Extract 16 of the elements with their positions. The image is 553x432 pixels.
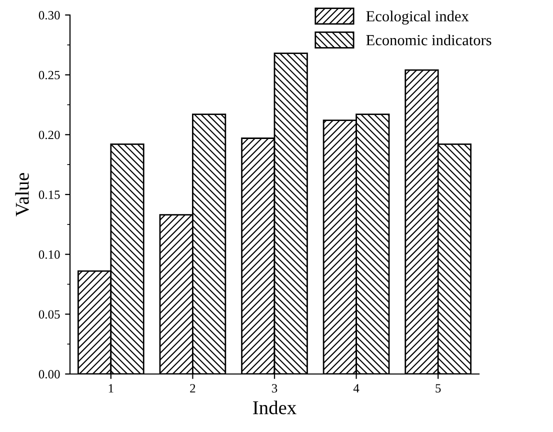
- y-axis-title: Value: [15, 173, 29, 216]
- y-tick-label: 0.25: [38, 70, 60, 80]
- y-tick-label: 0.15: [38, 190, 60, 200]
- x-tick-label: 2: [190, 384, 196, 392]
- y-tick-label: 0.05: [38, 310, 60, 319]
- y-tick-label: 0.30: [38, 11, 60, 20]
- y-tick-label: 0.10: [38, 250, 60, 259]
- x-tick-label: 1: [108, 384, 114, 392]
- x-tick-label: 3: [272, 384, 278, 393]
- x-tick-label: 4: [353, 384, 360, 392]
- legend-label: Ecological index: [366, 10, 469, 25]
- y-tick-label: 0.20: [38, 130, 60, 140]
- x-tick-label: 5: [436, 384, 441, 393]
- y-tick-label: 0.00: [38, 370, 60, 379]
- x-axis-title: Index: [253, 400, 296, 414]
- legend-label: Economic indicators: [366, 34, 492, 46]
